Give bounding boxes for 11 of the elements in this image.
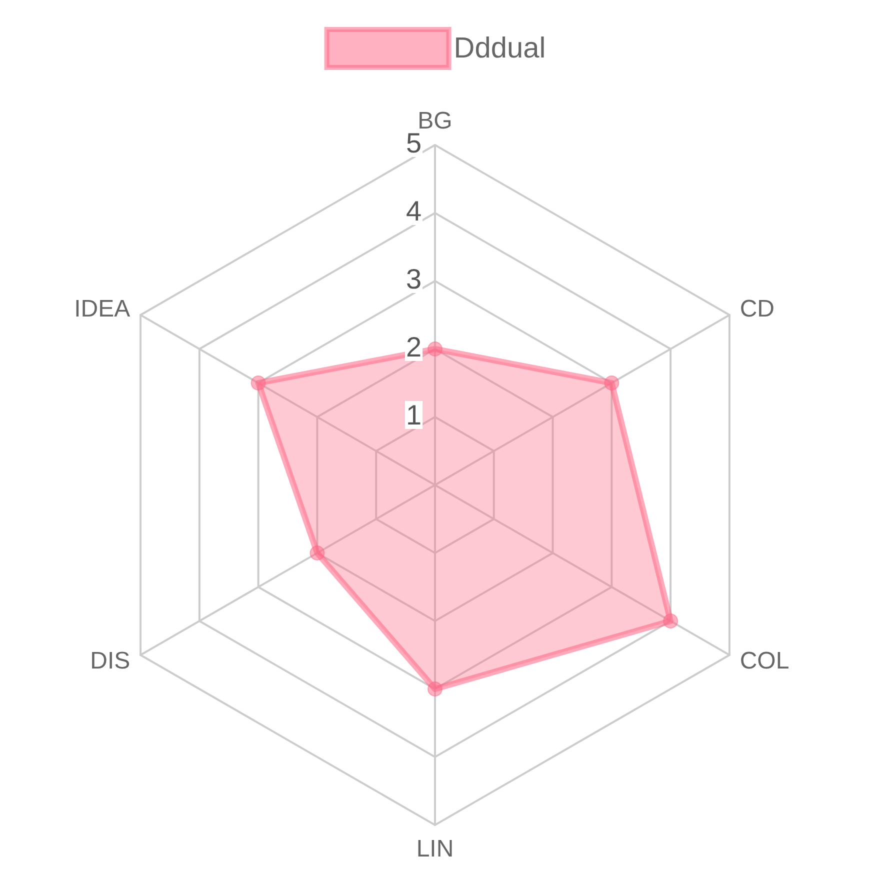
spoke-label: DIS (90, 648, 130, 674)
spoke-label: CD (740, 296, 775, 322)
spoke-label: IDEA (74, 296, 130, 322)
y-tick-label: 4 (406, 196, 422, 226)
y-tick-label: 1 (406, 400, 422, 430)
y-tick-label: 2 (406, 332, 422, 362)
spoke-label: LIN (416, 836, 454, 862)
spoke-label: COL (740, 648, 790, 674)
legend-label: Dddual (454, 32, 546, 64)
y-tick-label: 5 (406, 128, 422, 158)
y-tick-label: 3 (406, 264, 422, 294)
